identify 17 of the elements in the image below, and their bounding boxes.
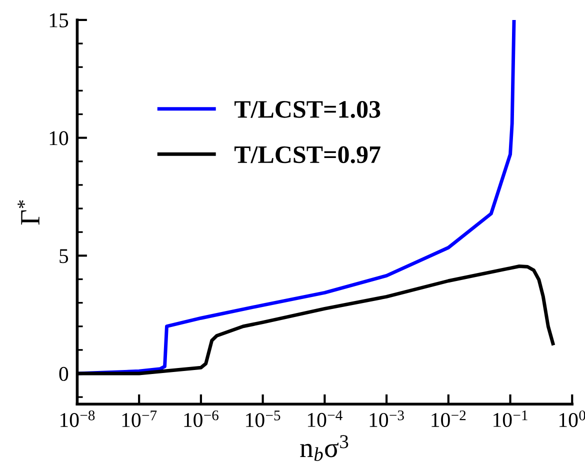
x-axis-title: n$_{b}$σ$^{3}$ bbox=[300, 435, 348, 461]
x-tick-label: 10$^{−1}$ bbox=[494, 410, 528, 427]
x-tick-label: 10$^{0}$ bbox=[559, 410, 585, 428]
x-tick-label: 10$^{−4}$ bbox=[308, 410, 342, 427]
x-tick-label: 10$^{−5}$ bbox=[246, 410, 280, 428]
x-tick-label: 10$^{−3}$ bbox=[370, 410, 404, 428]
x-tick-label: 10$^{−6}$ bbox=[184, 410, 218, 428]
x-tick-label: 10$^{−7}$ bbox=[122, 410, 157, 428]
y-axis-title: Γ$^{*}$ bbox=[18, 200, 40, 225]
y-tick-label: 10 bbox=[50, 131, 68, 146]
x-tick-label: 10$^{−8}$ bbox=[60, 410, 95, 428]
legend-label: T/LCST=1.03 bbox=[234, 100, 380, 118]
x-tick-label: 10$^{−2}$ bbox=[432, 410, 466, 428]
legend-label: T/LCST=0.97 bbox=[234, 146, 380, 164]
y-tick-label: 15 bbox=[50, 13, 68, 28]
y-tick-label: 5 bbox=[60, 249, 68, 264]
y-tick-label: 0 bbox=[59, 366, 68, 381]
